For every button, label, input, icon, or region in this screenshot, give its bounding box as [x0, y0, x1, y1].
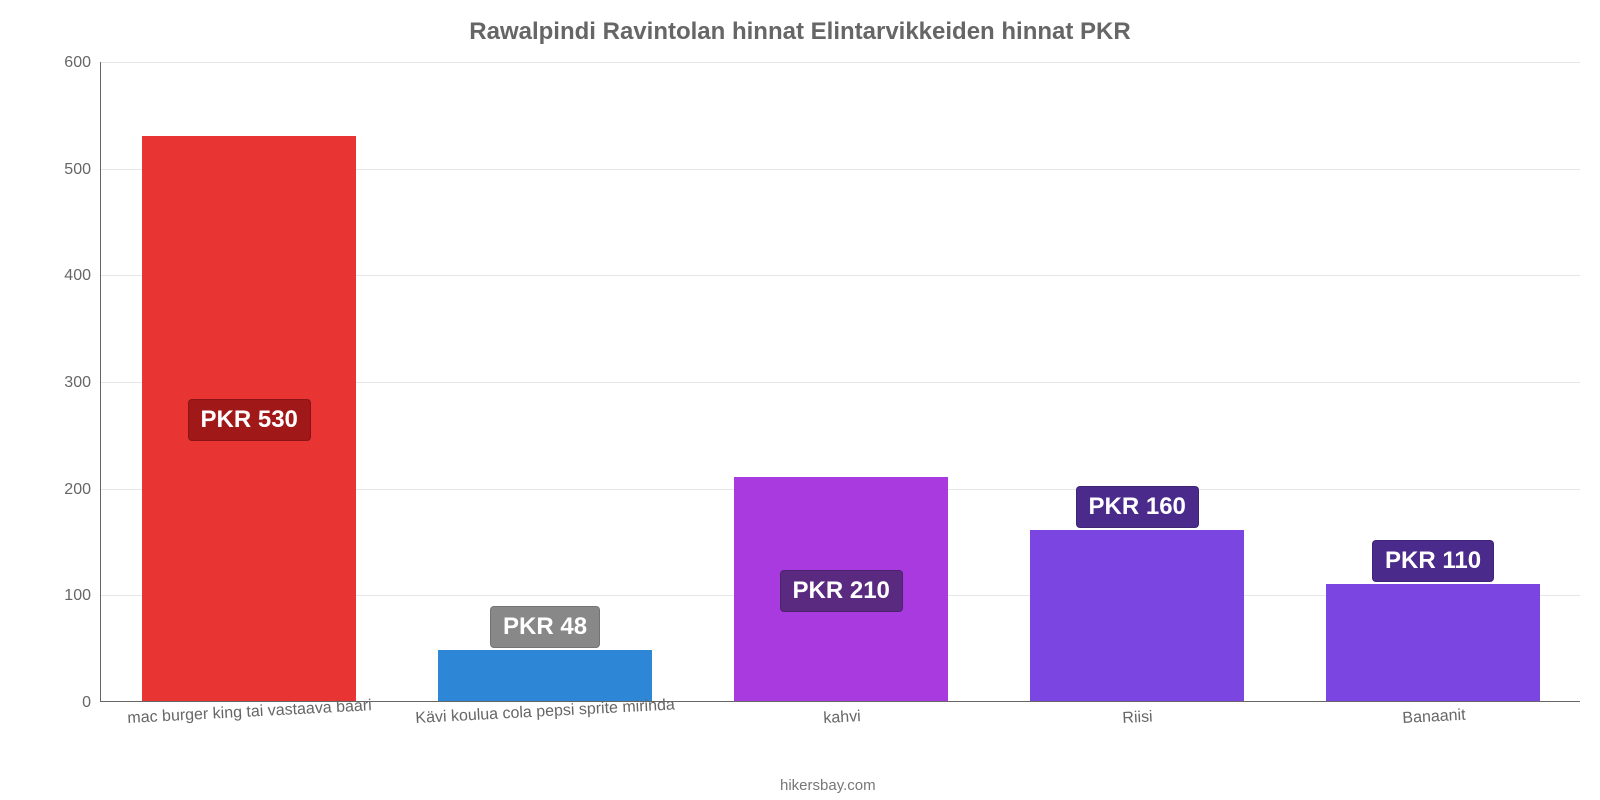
- plot-area: 0100200300400500600PKR 530mac burger kin…: [100, 62, 1580, 702]
- x-tick-label: mac burger king tai vastaava baari: [127, 697, 372, 728]
- attribution-text: hikersbay.com: [780, 777, 876, 794]
- x-tick-label: kahvi: [823, 708, 861, 728]
- y-tick-label: 100: [41, 587, 91, 605]
- value-badge: PKR 530: [188, 399, 311, 441]
- bar: [438, 650, 651, 701]
- value-badge: PKR 160: [1076, 486, 1199, 528]
- gridline: [101, 62, 1580, 63]
- y-tick-label: 300: [41, 374, 91, 392]
- value-badge: PKR 110: [1372, 540, 1494, 582]
- y-tick-label: 500: [41, 161, 91, 179]
- x-tick-label: Riisi: [1122, 708, 1153, 728]
- y-tick-label: 600: [41, 54, 91, 72]
- y-tick-label: 400: [41, 267, 91, 285]
- x-tick-label: Banaanit: [1402, 707, 1466, 728]
- x-tick-label: Kävi koulua cola pepsi sprite mirinda: [415, 696, 675, 728]
- value-badge: PKR 48: [490, 606, 600, 648]
- chart-title: Rawalpindi Ravintolan hinnat Elintarvikk…: [0, 0, 1600, 46]
- y-tick-label: 0: [41, 694, 91, 712]
- bar: [1030, 530, 1243, 701]
- value-badge: PKR 210: [780, 570, 903, 612]
- bar: [1326, 584, 1539, 701]
- y-tick-label: 200: [41, 481, 91, 499]
